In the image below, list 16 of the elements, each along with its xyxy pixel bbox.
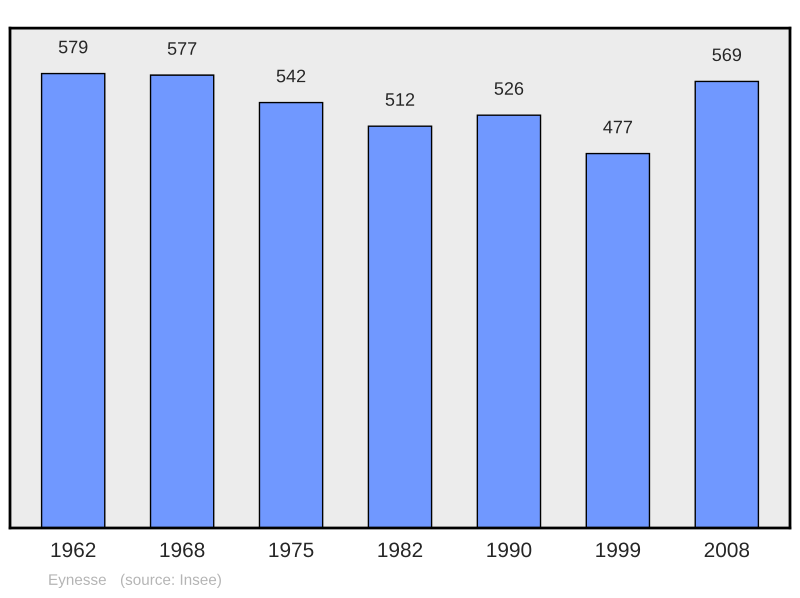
data-label: 526 bbox=[494, 82, 524, 95]
x-tick-label: 1968 bbox=[160, 542, 204, 558]
x-tick-label: 1999 bbox=[596, 542, 640, 558]
x-tick-label: 2008 bbox=[704, 542, 750, 558]
x-tick-label: 1982 bbox=[378, 542, 422, 558]
text: (source: Insee) bbox=[120, 574, 221, 588]
data-label: 477 bbox=[603, 120, 632, 134]
x-tick-label: 1990 bbox=[487, 542, 532, 558]
data-label: 542 bbox=[276, 70, 306, 82]
text: Eynesse bbox=[49, 574, 106, 588]
data-label: 579 bbox=[58, 40, 88, 54]
data-label: 577 bbox=[168, 42, 196, 55]
data-label: 512 bbox=[386, 93, 414, 106]
x-tick-label: 1975 bbox=[269, 542, 314, 558]
data-label: 569 bbox=[712, 48, 742, 62]
x-tick-label: 1962 bbox=[52, 542, 96, 558]
